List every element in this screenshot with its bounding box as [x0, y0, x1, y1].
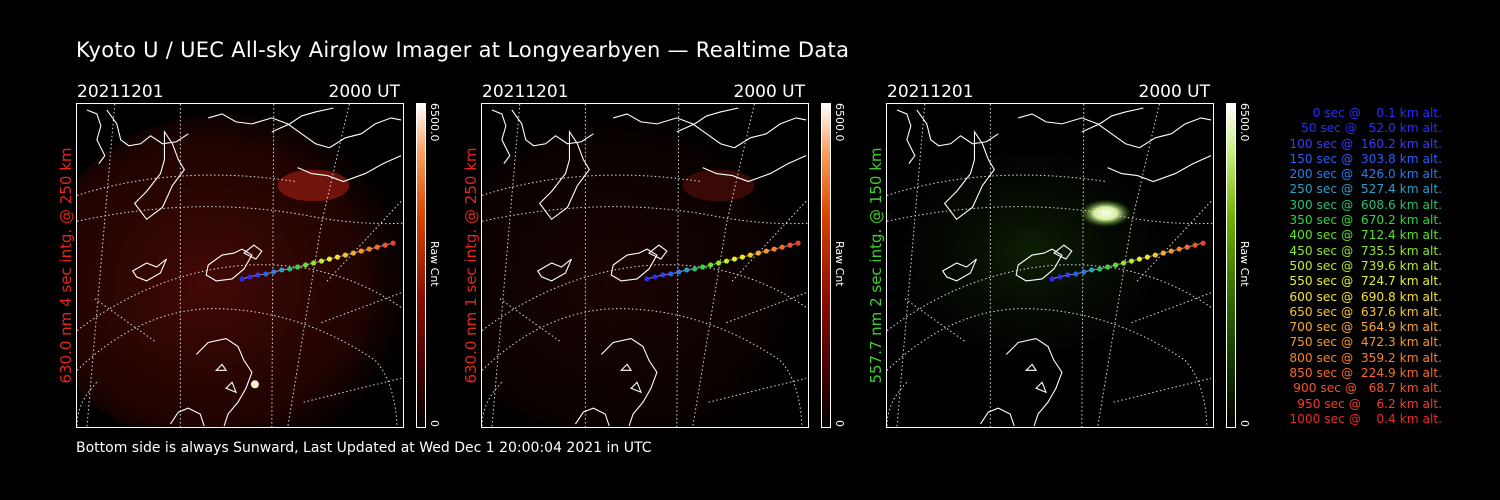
trajectory-legend-row: 100 sec @ 160.2 km alt.: [1285, 136, 1442, 151]
page-title: Kyoto U / UEC All-sky Airglow Imager at …: [76, 38, 850, 62]
panel-1-image: [76, 103, 404, 428]
trajectory-legend-row: 1000 sec @ 0.4 km alt.: [1289, 411, 1442, 426]
panel-2-colorbar-max: 6500.0: [833, 103, 846, 142]
trajectory-legend-row: 550 sec @ 724.7 km alt.: [1285, 274, 1442, 289]
panel-2-colorbar-unit: Raw Cnt: [833, 241, 846, 287]
trajectory-legend-row: 800 sec @ 359.2 km alt.: [1285, 350, 1442, 365]
trajectory-legend-row: 600 sec @ 690.8 km alt.: [1285, 289, 1442, 304]
trajectory-legend-row: 0 sec @ 0.1 km alt.: [1301, 106, 1442, 120]
panel-3-date: 20211201: [887, 82, 974, 102]
trajectory-legend-row: 750 sec @ 472.3 km alt.: [1285, 335, 1442, 350]
trajectory-legend-row: 150 sec @ 303.8 km alt.: [1285, 151, 1442, 166]
trajectory-legend-row: 500 sec @ 739.6 km alt.: [1285, 258, 1442, 273]
trajectory-legend-row: 450 sec @ 735.5 km alt.: [1285, 243, 1442, 258]
panel-2-image: [481, 103, 809, 428]
panel-3-ylabel: 557.7 nm 2 sec intg. @ 150 km: [867, 147, 885, 384]
trajectory-legend-row: 250 sec @ 527.4 km alt.: [1285, 182, 1442, 197]
trajectory-legend-row: 400 sec @ 712.4 km alt.: [1285, 228, 1442, 243]
panel-3-time: 2000 UT: [1138, 82, 1211, 102]
footer-status: Bottom side is always Sunward, Last Upda…: [76, 440, 652, 456]
trajectory-legend-row: 50 sec @ 52.0 km alt.: [1293, 121, 1442, 136]
panel-3-image: [886, 103, 1214, 428]
trajectory-legend-row: 700 sec @ 564.9 km alt.: [1285, 320, 1442, 335]
panel-1-ylabel: 630.0 nm 4 sec intg. @ 250 km: [57, 147, 75, 384]
trajectory-legend-row: 300 sec @ 608.6 km alt.: [1285, 197, 1442, 212]
panel-1-colorbar-min: 0: [428, 420, 441, 427]
panel-1-colorbar-unit: Raw Cnt: [428, 241, 441, 287]
panel-2-colorbar-min: 0: [833, 420, 846, 427]
panel-1-colorbar-max: 6500.0: [428, 103, 441, 142]
panel-2-ylabel: 630.0 nm 1 sec intg. @ 250 km: [462, 147, 480, 384]
panel-2-date: 20211201: [482, 82, 569, 102]
trajectory-legend-row: 850 sec @ 224.9 km alt.: [1285, 366, 1442, 381]
panel-1-time: 2000 UT: [328, 82, 401, 102]
trajectory-legend: 0 sec @ 0.1 km alt. 50 sec @ 52.0 km alt…: [1250, 106, 1442, 427]
trajectory-legend-row: 950 sec @ 6.2 km alt.: [1293, 396, 1442, 411]
panel-2-colorbar: [821, 103, 831, 428]
panel-1-colorbar: [416, 103, 426, 428]
panel-1-date: 20211201: [77, 82, 164, 102]
trajectory-legend-row: 650 sec @ 637.6 km alt.: [1285, 304, 1442, 319]
trajectory-legend-row: 350 sec @ 670.2 km alt.: [1285, 213, 1442, 228]
panel-3-colorbar: [1226, 103, 1236, 428]
panel-2-time: 2000 UT: [733, 82, 806, 102]
trajectory-legend-row: 900 sec @ 68.7 km alt.: [1289, 381, 1442, 396]
trajectory-legend-row: 200 sec @ 426.0 km alt.: [1285, 167, 1442, 182]
